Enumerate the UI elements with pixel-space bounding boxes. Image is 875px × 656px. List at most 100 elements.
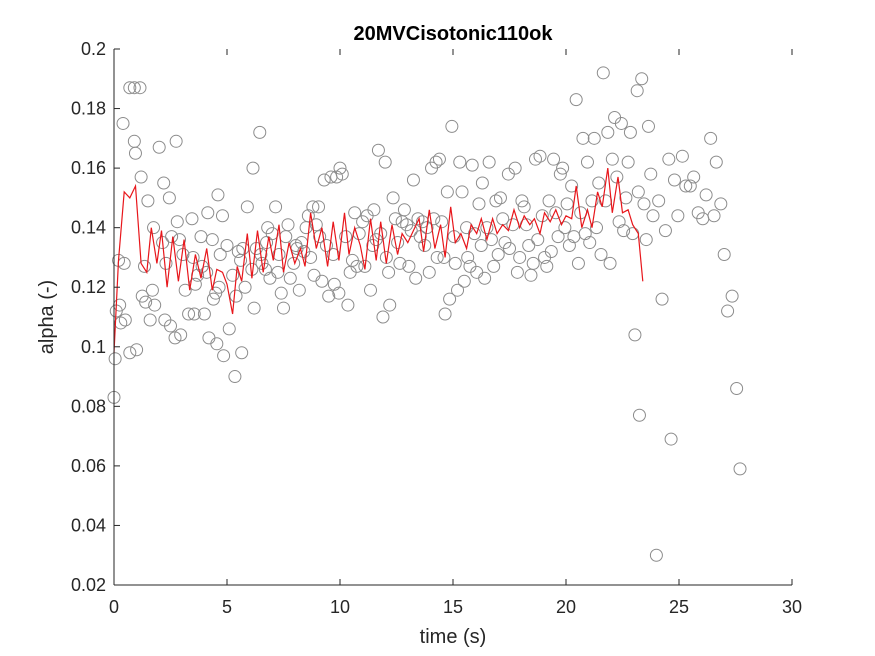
data-point-115: [333, 161, 347, 175]
data-point-236: [603, 256, 617, 270]
data-point-25: [152, 140, 166, 154]
data-point-49: [200, 265, 214, 279]
data-point-178: [472, 197, 486, 211]
data-point-90: [281, 218, 295, 232]
data-point-261: [662, 152, 676, 166]
data-point-147: [406, 173, 420, 187]
data-point-88: [277, 301, 290, 315]
data-point-268: [687, 170, 701, 184]
data-point-229: [587, 131, 601, 145]
y-axis-label: alpha (-): [36, 280, 58, 354]
data-point-226: [580, 155, 594, 169]
data-point-250: [632, 408, 646, 422]
data-point-73: [246, 161, 260, 175]
data-point-78: [255, 256, 269, 270]
data-point-86: [272, 247, 286, 261]
x-tick-label: 20: [556, 597, 576, 617]
data-point-27: [157, 176, 171, 190]
data-point-122: [350, 259, 364, 273]
data-point-103: [309, 218, 323, 232]
x-tick-label: 10: [330, 597, 350, 617]
data-point-173: [461, 250, 475, 264]
data-point-24: [148, 298, 162, 312]
data-point-195: [510, 265, 524, 279]
data-point-9: [123, 81, 137, 95]
data-point-279: [730, 381, 744, 395]
data-point-19: [139, 295, 153, 309]
data-point-63: [226, 268, 240, 282]
data-point-145: [402, 259, 416, 273]
data-point-159: [432, 152, 446, 166]
y-tick-label: 0.02: [71, 575, 106, 595]
data-point-262: [664, 432, 678, 446]
y-tick-label: 0.04: [71, 515, 106, 535]
data-point-117: [339, 230, 353, 244]
data-point-16: [134, 170, 148, 184]
data-point-15: [133, 81, 147, 95]
data-point-192: [503, 242, 516, 256]
chart-title: 20MVCisotonic110ok: [354, 23, 554, 45]
data-point-59: [215, 209, 229, 223]
data-point-237: [605, 152, 619, 166]
data-point-247: [628, 328, 642, 342]
data-point-22: [145, 283, 159, 297]
data-point-17: [135, 289, 149, 303]
data-point-50: [201, 206, 215, 220]
data-point-198: [517, 200, 531, 214]
data-point-188: [493, 191, 507, 205]
data-point-137: [383, 298, 397, 312]
data-point-260: [658, 224, 672, 238]
data-point-280: [733, 462, 747, 476]
data-point-160: [435, 215, 449, 229]
data-point-66: [231, 244, 245, 258]
x-tick-label: 30: [782, 597, 802, 617]
data-point-1: [108, 352, 122, 366]
data-point-56: [211, 188, 225, 202]
data-point-163: [440, 185, 454, 199]
data-point-106: [315, 274, 329, 288]
data-point-48: [197, 307, 211, 321]
data-point-169: [453, 155, 467, 169]
data-point-125: [358, 259, 372, 273]
data-point-84: [269, 200, 283, 214]
data-point-149: [411, 212, 425, 226]
data-point-35: [170, 215, 184, 229]
data-point-108: [319, 239, 333, 253]
y-tick-label: 0.08: [71, 396, 106, 416]
y-tick-label: 0.14: [71, 218, 106, 238]
data-point-181: [478, 271, 492, 285]
data-point-216: [558, 221, 572, 235]
data-point-210: [544, 244, 558, 258]
data-point-276: [717, 247, 731, 261]
data-point-148: [409, 271, 423, 285]
data-point-231: [592, 176, 606, 190]
data-point-277: [721, 304, 735, 318]
data-point-241: [614, 116, 628, 130]
data-point-209: [542, 194, 556, 208]
data-point-235: [601, 125, 615, 139]
data-point-183: [482, 155, 496, 169]
data-point-133: [376, 310, 390, 324]
data-point-267: [683, 179, 697, 193]
data-point-194: [508, 161, 522, 175]
data-point-186: [489, 194, 503, 208]
data-point-18: [138, 259, 152, 273]
y-tick-label: 0.16: [71, 158, 106, 178]
data-point-176: [467, 227, 481, 241]
data-point-30: [162, 191, 176, 205]
data-point-187: [491, 247, 505, 261]
x-tick-label: 5: [222, 597, 232, 617]
data-point-208: [540, 259, 554, 273]
data-point-5: [114, 316, 128, 330]
data-point-249: [631, 185, 645, 199]
data-point-167: [448, 256, 462, 270]
x-tick-label: 0: [109, 597, 119, 617]
data-point-168: [451, 283, 465, 297]
data-point-131: [371, 143, 385, 157]
x-axis-label: time (s): [420, 626, 487, 648]
y-tick-label: 0.18: [71, 99, 106, 119]
data-point-139: [388, 212, 402, 226]
data-point-42: [186, 250, 200, 264]
